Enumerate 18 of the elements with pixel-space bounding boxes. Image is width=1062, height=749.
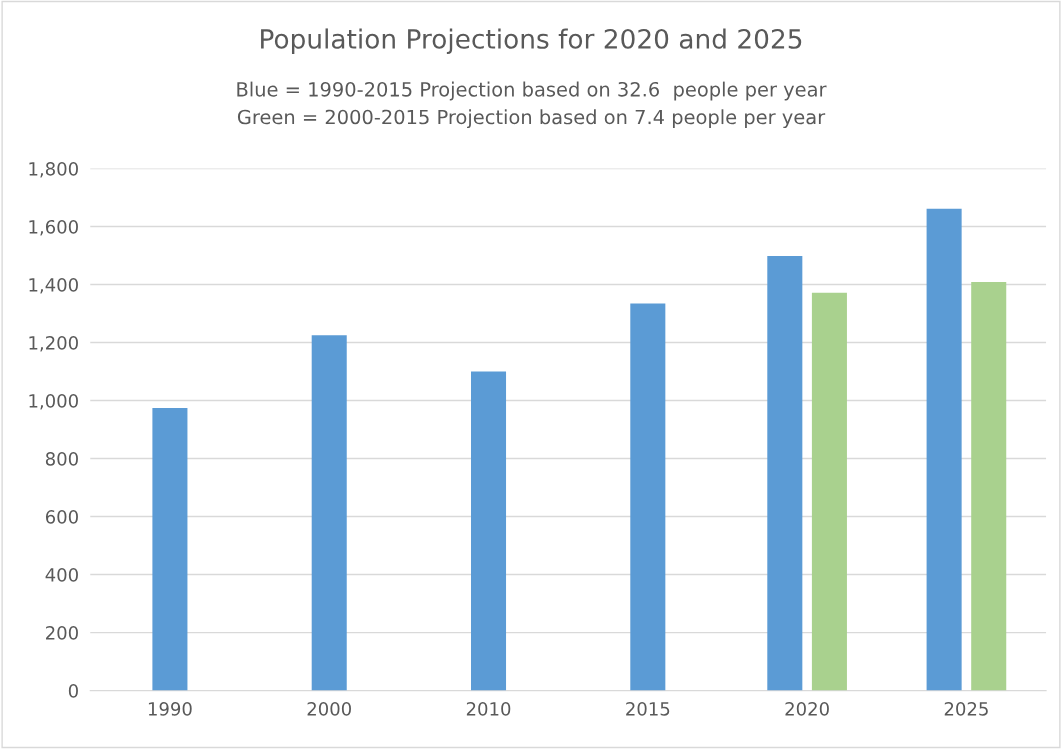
y-tick-label: 800 [45, 452, 78, 466]
y-tick-label: 200 [46, 626, 78, 640]
x-tick-label: 2000 [307, 702, 351, 716]
chart-subtitle: Blue = 1990-2015 Projection based on 32.6 people per year Green = 2000-2015 Projection based on 7.4 people per year [237, 81, 827, 129]
y-tick-label: 400 [45, 568, 78, 582]
x-tick-label: 2025 [944, 702, 988, 716]
y-tick-label: 1,600 [29, 219, 78, 236]
x-tick-label: 2020 [785, 702, 829, 716]
x-tick-label: 1990 [148, 702, 192, 716]
y-tick-label: 1,000 [29, 394, 78, 410]
chart-title: Population Projections for 2020 and 2025 [261, 28, 802, 54]
y-tick-label: 600 [45, 510, 78, 524]
y-tick-label: 0 [68, 684, 78, 698]
y-tick-label: 1,200 [29, 336, 78, 352]
x-tick-label: 2010 [466, 702, 511, 716]
y-tick-label: 1,800 [29, 161, 78, 178]
x-tick-label: 2015 [626, 702, 670, 716]
y-tick-label: 1,400 [29, 278, 78, 294]
